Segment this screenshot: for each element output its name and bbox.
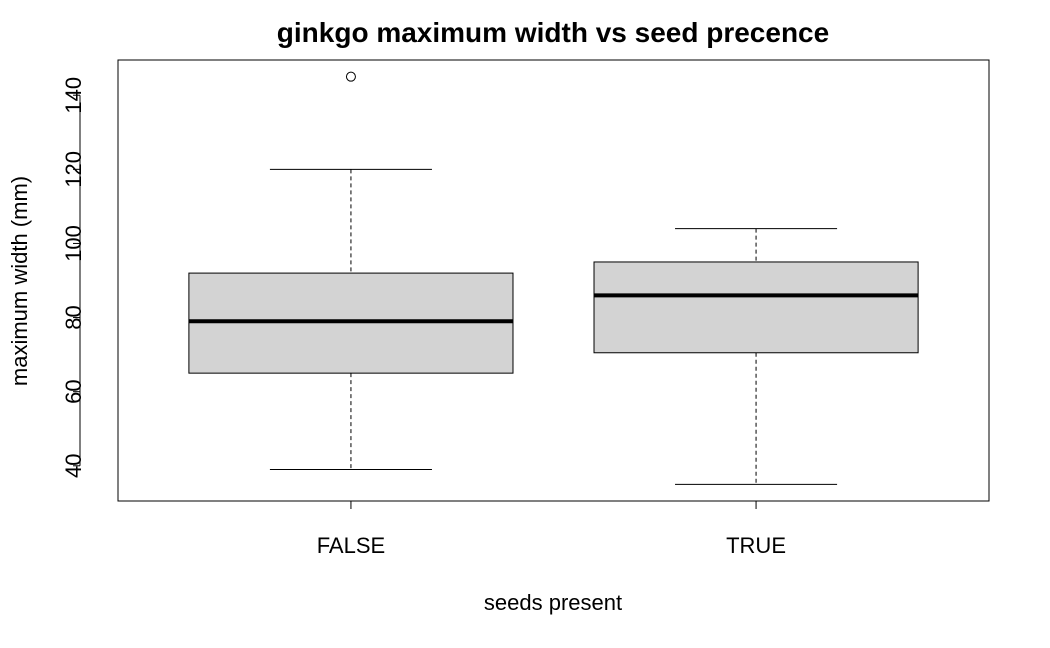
y-tick-label: 60	[61, 379, 86, 403]
x-axis: FALSE TRUE	[317, 500, 786, 558]
y-axis: 40 60 80 100 120 140	[61, 77, 86, 478]
outlier-point	[345, 71, 356, 82]
y-tick-label: 100	[61, 225, 86, 262]
y-tick-label: 40	[61, 454, 86, 478]
box-group-true	[593, 228, 919, 485]
x-tick-label: FALSE	[317, 533, 385, 558]
x-tick-label: TRUE	[726, 533, 786, 558]
y-tick-label: 140	[61, 77, 86, 114]
y-tick-label: 80	[61, 305, 86, 329]
box-group-false	[188, 71, 514, 470]
x-axis-label: seeds present	[484, 590, 622, 615]
boxes	[188, 71, 919, 485]
y-axis-label: maximum width (mm)	[7, 176, 32, 386]
iqr-box	[593, 261, 919, 354]
y-tick-label: 120	[61, 151, 86, 188]
chart-title: ginkgo maximum width vs seed precence	[277, 17, 829, 48]
